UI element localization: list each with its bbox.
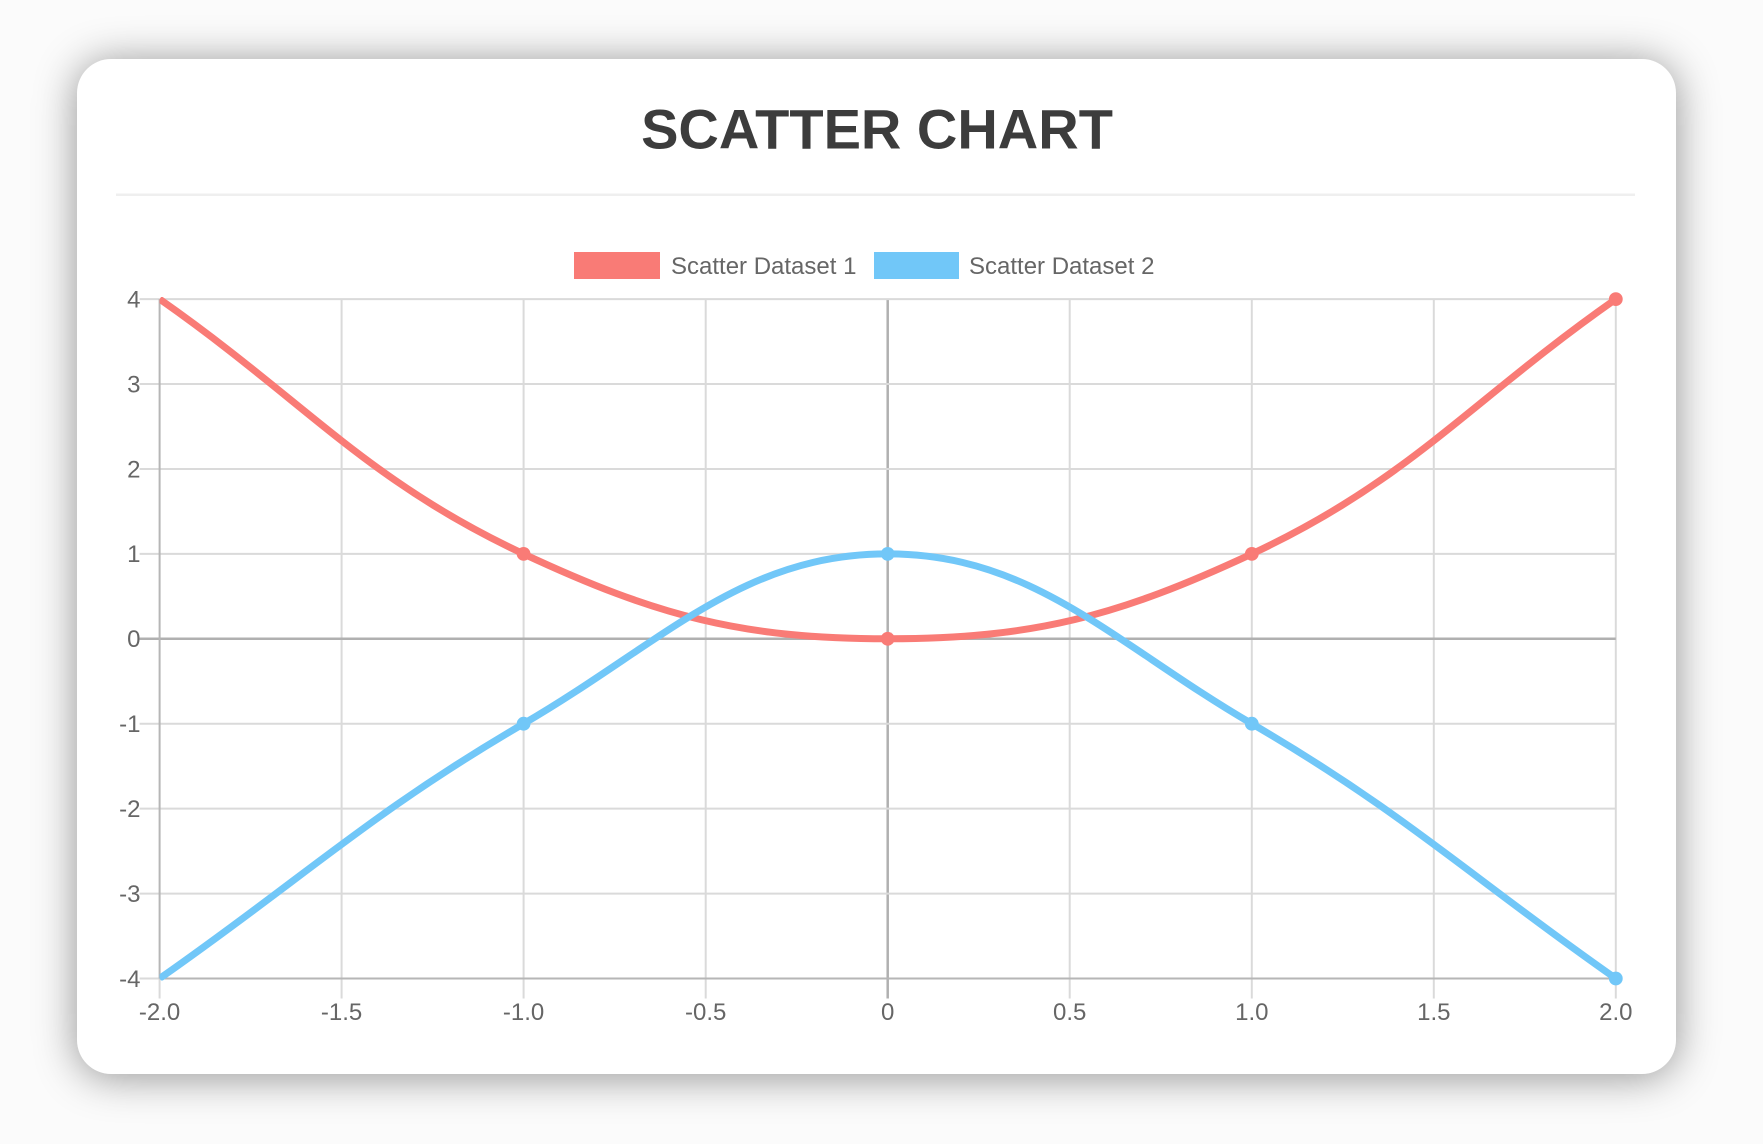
svg-text:1.5: 1.5: [1417, 999, 1450, 1026]
svg-text:0.5: 0.5: [1053, 999, 1086, 1026]
svg-text:Scatter Dataset 2: Scatter Dataset 2: [969, 253, 1154, 280]
svg-text:Scatter Dataset 1: Scatter Dataset 1: [671, 253, 856, 280]
svg-text:2: 2: [127, 456, 140, 483]
svg-text:-4: -4: [119, 966, 140, 993]
svg-text:1: 1: [127, 541, 140, 568]
svg-text:-1.5: -1.5: [321, 999, 362, 1026]
svg-text:-3: -3: [119, 881, 140, 908]
svg-text:3: 3: [127, 371, 140, 398]
svg-text:-1: -1: [119, 711, 140, 738]
svg-text:0: 0: [127, 626, 140, 653]
svg-text:SCATTER CHART: SCATTER CHART: [641, 98, 1113, 161]
svg-text:4: 4: [127, 286, 140, 313]
svg-text:0: 0: [881, 999, 894, 1026]
svg-text:2.0: 2.0: [1599, 999, 1632, 1026]
svg-text:1.0: 1.0: [1235, 999, 1268, 1026]
svg-text:-2: -2: [119, 796, 140, 823]
svg-text:-1.0: -1.0: [503, 999, 544, 1026]
svg-text:-2.0: -2.0: [139, 999, 180, 1026]
svg-text:-0.5: -0.5: [685, 999, 726, 1026]
